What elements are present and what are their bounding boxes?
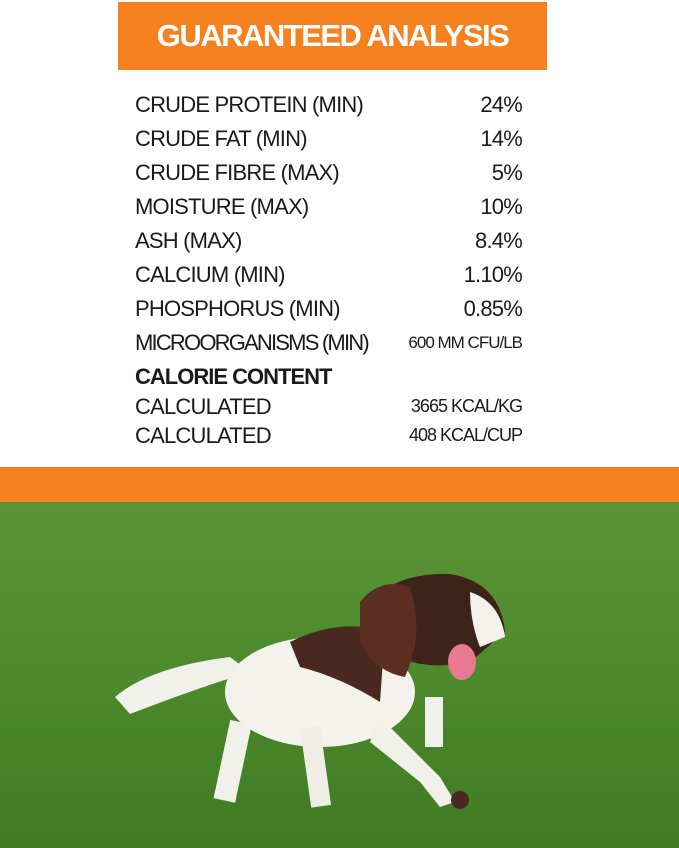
row-value: 3665 KCAL/KG <box>410 396 523 416</box>
analysis-row: MOISTURE (MAX) 10% <box>135 190 523 224</box>
calorie-heading: CALORIE CONTENT <box>135 364 332 389</box>
analysis-row: CRUDE FIBRE (MAX) 5% <box>135 156 523 190</box>
analysis-row: MICROORGANISMS (MIN) 600 MM CFU/LB <box>135 326 523 360</box>
orange-divider <box>0 467 679 502</box>
row-label: PHOSPHORUS (MIN) <box>135 296 341 321</box>
analysis-row: CALCIUM (MIN) 1.10% <box>135 258 523 292</box>
row-value: 1.10% <box>463 262 523 287</box>
analysis-row: CRUDE PROTEIN (MIN) 24% <box>135 88 523 122</box>
row-label: CRUDE PROTEIN (MIN) <box>135 92 364 117</box>
row-label: CALCIUM (MIN) <box>135 262 286 287</box>
row-value: 24% <box>480 92 522 117</box>
analysis-table: CRUDE PROTEIN (MIN) 24% CRUDE FAT (MIN) 14… <box>135 88 523 450</box>
row-value: 0.85% <box>463 296 523 321</box>
title-banner: GUARANTEED ANALYSIS <box>118 2 547 70</box>
analysis-row: ASH (MAX) 8.4% <box>135 224 523 258</box>
dog-photo <box>0 502 679 848</box>
row-label: MICROORGANISMS (MIN) <box>135 330 370 355</box>
analysis-row: CRUDE FAT (MIN) 14% <box>135 122 523 156</box>
calorie-row: CALCULATED 3665 KCAL/KG <box>135 392 523 421</box>
analysis-row: PHOSPHORUS (MIN) 0.85% <box>135 292 523 326</box>
row-value: 8.4% <box>475 228 523 253</box>
row-value: 5% <box>491 160 523 185</box>
calorie-row: CALCULATED 408 KCAL/CUP <box>135 421 523 450</box>
row-value: 14% <box>480 126 522 151</box>
row-value: 600 MM CFU/LB <box>408 333 523 352</box>
row-value: 408 KCAL/CUP <box>408 425 523 445</box>
row-label: MOISTURE (MAX) <box>135 194 309 219</box>
row-label: CALCULATED <box>135 393 272 419</box>
title: GUARANTEED ANALYSIS <box>156 18 510 53</box>
row-label: CALCULATED <box>135 422 272 448</box>
row-label: CRUDE FIBRE (MAX) <box>135 160 340 185</box>
row-label: CRUDE FAT (MIN) <box>135 126 308 151</box>
row-value: 10% <box>480 194 522 219</box>
row-label: ASH (MAX) <box>135 228 242 253</box>
dog <box>115 573 505 809</box>
